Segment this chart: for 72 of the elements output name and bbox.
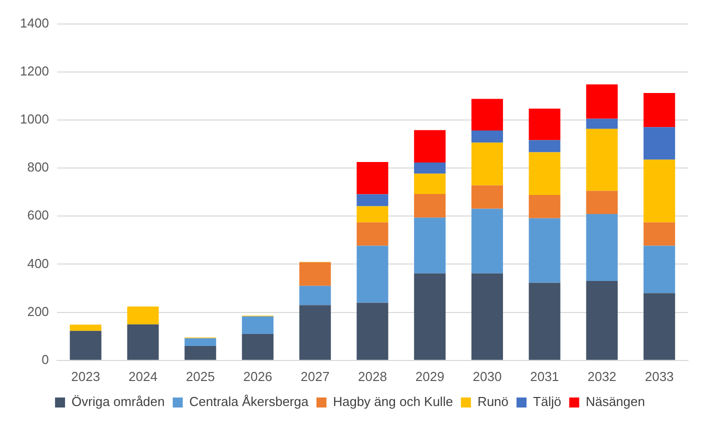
bar	[586, 281, 618, 360]
bar	[414, 273, 446, 360]
y-tick-label: 600	[27, 208, 49, 223]
legend-label: Näsängen	[586, 394, 645, 410]
bar	[471, 185, 503, 209]
bar	[242, 316, 274, 334]
bar	[299, 305, 331, 360]
bar	[127, 324, 159, 360]
x-tick-label: 2025	[186, 368, 215, 384]
y-tick-label: 1200	[20, 63, 49, 78]
bar	[471, 273, 503, 360]
bar	[471, 98, 503, 131]
y-tick-label: 1400	[20, 15, 49, 30]
bar	[528, 152, 560, 195]
bar	[356, 246, 388, 303]
bar	[528, 194, 560, 218]
bar	[184, 338, 216, 346]
bar	[586, 214, 618, 282]
bar	[528, 140, 560, 152]
bar	[127, 306, 159, 324]
x-tick-label: 2033	[644, 368, 674, 384]
bar	[356, 222, 388, 246]
legend-label: Centrala Åkersberga	[189, 394, 310, 410]
bar	[356, 206, 388, 222]
bar	[528, 108, 560, 140]
bar	[184, 346, 216, 360]
bar	[528, 282, 560, 360]
bar	[70, 330, 102, 360]
bar	[356, 194, 388, 206]
x-tick-label: 2031	[530, 368, 560, 384]
legend-label: Övriga områden	[72, 394, 165, 410]
legend-label: Runö	[477, 394, 509, 410]
bar	[471, 130, 503, 143]
bar	[356, 162, 388, 194]
bar	[356, 302, 388, 360]
y-tick-label: 800	[27, 160, 49, 175]
bar	[644, 160, 676, 222]
legend-label: Täljö	[533, 394, 562, 410]
bar	[586, 118, 618, 129]
legend-label: Hagby äng och Kulle	[332, 394, 453, 410]
x-tick-label: 2028	[358, 368, 387, 384]
y-tick-label: 200	[27, 304, 49, 319]
bar	[644, 222, 676, 246]
bar	[414, 218, 446, 274]
bar	[414, 194, 446, 218]
bar	[586, 84, 618, 119]
y-tick-label: 0	[42, 352, 49, 367]
bar	[414, 130, 446, 163]
bar	[414, 162, 446, 174]
bar	[644, 293, 676, 360]
y-tick-label: 400	[27, 256, 49, 271]
bar	[242, 334, 274, 360]
x-tick-label: 2032	[587, 368, 616, 384]
y-tick-label: 1000	[20, 112, 49, 127]
x-tick-label: 2023	[71, 368, 100, 384]
bar	[528, 218, 560, 283]
bar	[471, 142, 503, 186]
bar	[586, 128, 618, 191]
x-tick-label: 2027	[300, 368, 330, 384]
bar	[586, 190, 618, 214]
bar	[299, 262, 331, 286]
bar	[299, 286, 331, 306]
bar	[70, 324, 102, 331]
bar	[414, 174, 446, 194]
x-tick-label: 2030	[472, 368, 502, 384]
x-tick-label: 2029	[415, 368, 444, 384]
bar	[644, 127, 676, 160]
bar	[644, 246, 676, 294]
bar	[644, 93, 676, 128]
x-tick-label: 2026	[243, 368, 272, 384]
bar	[471, 208, 503, 274]
x-tick-label: 2024	[128, 368, 158, 384]
